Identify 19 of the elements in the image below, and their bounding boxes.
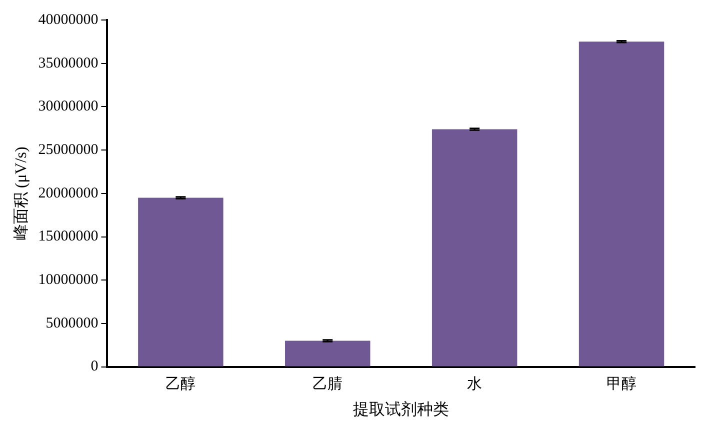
y-tick-label: 40000000 (38, 12, 98, 28)
bar (138, 198, 224, 366)
x-tick-label: 乙腈 (312, 376, 343, 393)
y-axis-title: 峰面积 (μV/s) (12, 146, 30, 240)
y-tick-label: 20000000 (38, 185, 98, 202)
bar (578, 42, 664, 366)
x-tick-label: 水 (467, 376, 482, 393)
y-tick-label: 35000000 (38, 55, 98, 72)
y-tick-label: 25000000 (38, 142, 98, 158)
y-tick-label: 10000000 (38, 272, 98, 288)
x-tick-label: 甲醇 (606, 376, 637, 393)
x-tick-label: 乙醇 (166, 376, 196, 393)
y-tick-label: 30000000 (38, 98, 98, 115)
y-tick-label: 15000000 (38, 228, 98, 245)
bar (285, 340, 370, 366)
y-tick-label: 5000000 (46, 315, 98, 332)
x-axis-title: 提取试剂种类 (353, 400, 450, 419)
y-tick-label: 0 (90, 358, 98, 375)
bar (432, 129, 518, 366)
